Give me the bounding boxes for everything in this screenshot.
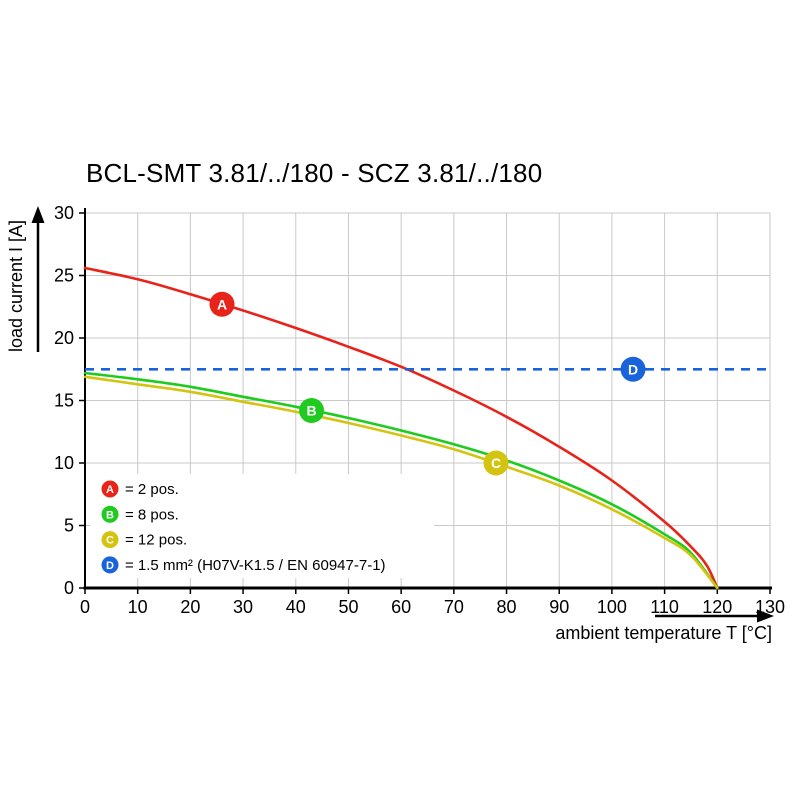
legend-label-B: = 8 pos. [125,506,179,523]
series-B-curve [83,371,719,590]
x-tick-label: 20 [180,597,200,617]
y-tick-label: 30 [54,203,74,223]
curve-marker-C-letter: C [491,455,501,471]
x-tick-label: 0 [80,597,90,617]
curve-marker-A-letter: A [217,296,227,312]
axes: 0 10 20 30 40 50 60 70 80 90 100 110 120 130051015202… [31,203,785,623]
legend-marker-B-icon [101,505,119,523]
x-tick-label: 60 [391,597,411,617]
series-layer [83,266,770,590]
legend-background [90,474,434,578]
x-tick-label: 100 [597,597,627,617]
legend-label-C: = 12 pos. [125,532,187,549]
x-tick-label: 70 [444,597,464,617]
legend-label-A: = 2 pos. [125,481,179,498]
y-tick-label: 10 [54,453,74,473]
x-tick-label: 40 [286,597,306,617]
x-tick-label: 10 [128,597,148,617]
y-tick-label: 0 [64,578,74,598]
legend-label-D: = 1.5 mm² (H07V-K1.5 / EN 60947-7-1) [125,557,386,574]
curve-marker-B-letter: B [307,403,317,419]
y-axis-label: load current I [A] [6,220,26,352]
y-tick-label: 20 [54,328,74,348]
legend-marker-D-letter: D [106,560,114,572]
y-tick-label: 15 [54,391,74,411]
x-axis-label: ambient temperature T [°C] [555,623,772,643]
x-tick-label: 30 [233,597,253,617]
legend-marker-A-letter: A [106,484,114,496]
curve-marker-D-letter: D [628,361,638,377]
x-tick-label: 50 [338,597,358,617]
legend-marker-B-letter: B [106,509,114,521]
x-tick-label: 90 [549,597,569,617]
x-tick-label: 110 [650,597,679,617]
y-axis-arrow-icon [31,206,45,223]
chart-title: BCL-SMT 3.81/../180 - SCZ 3.81/../180 [86,158,543,188]
legend-marker-D-icon [101,556,119,574]
legend: A = 2 pos. B = 8 pos. C = 12 pos. D = 1.5 mm² (… [90,474,434,578]
legend-marker-A-icon [101,480,119,498]
y-tick-label: 5 [64,516,74,536]
x-tick-label: 120 [702,597,732,617]
x-axis-arrow-icon [757,609,774,623]
series-A-curve [83,266,719,590]
x-tick-label: 80 [497,597,517,617]
curve-marker-B-icon [299,398,325,423]
legend-marker-C-icon [101,531,119,549]
series-markers: A B C D [209,291,646,476]
series-C-curve [83,375,719,590]
curve-marker-D-icon [620,356,646,382]
curve-marker-C-icon [483,450,509,476]
curve-marker-A-icon [209,291,235,317]
y-tick-label: 25 [54,266,74,286]
legend-marker-C-letter: C [106,535,114,547]
